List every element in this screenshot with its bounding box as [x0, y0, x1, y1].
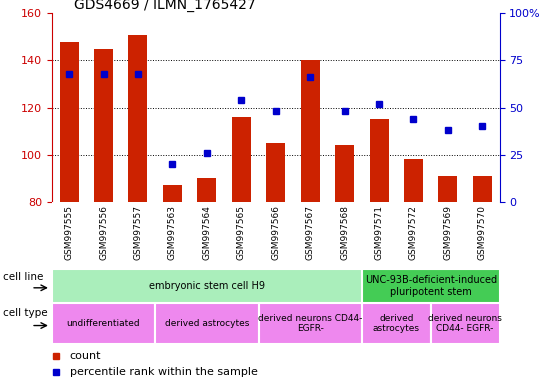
Text: percentile rank within the sample: percentile rank within the sample	[70, 367, 258, 377]
Text: GSM997563: GSM997563	[168, 205, 177, 260]
Text: embryonic stem cell H9: embryonic stem cell H9	[149, 281, 265, 291]
Text: GSM997566: GSM997566	[271, 205, 280, 260]
Bar	[60, 42, 79, 202]
Bar	[431, 303, 500, 344]
Bar	[128, 35, 147, 202]
Text: GSM997570: GSM997570	[478, 205, 487, 260]
Bar	[404, 159, 423, 202]
Text: undifferentiated: undifferentiated	[67, 319, 140, 328]
Text: GSM997572: GSM997572	[409, 205, 418, 260]
Text: UNC-93B-deficient-induced
pluripotent stem: UNC-93B-deficient-induced pluripotent st…	[365, 275, 497, 297]
Bar	[52, 269, 362, 303]
Bar	[362, 269, 500, 303]
Bar	[301, 61, 319, 202]
Text: GDS4669 / ILMN_1765427: GDS4669 / ILMN_1765427	[74, 0, 256, 12]
Bar	[370, 119, 389, 202]
Bar	[163, 185, 182, 202]
Bar	[258, 303, 362, 344]
Text: derived
astrocytes: derived astrocytes	[373, 314, 420, 333]
Text: cell type: cell type	[3, 308, 47, 318]
Text: GSM997555: GSM997555	[64, 205, 74, 260]
Text: GSM997557: GSM997557	[133, 205, 143, 260]
Bar	[52, 303, 155, 344]
Text: GSM997564: GSM997564	[203, 205, 211, 260]
Text: count: count	[70, 351, 101, 361]
Text: GSM997556: GSM997556	[99, 205, 108, 260]
Bar	[438, 176, 458, 202]
Bar	[94, 49, 113, 202]
Text: cell line: cell line	[3, 272, 43, 283]
Text: derived neurons
CD44- EGFR-: derived neurons CD44- EGFR-	[428, 314, 502, 333]
Bar	[266, 143, 285, 202]
Bar	[362, 303, 431, 344]
Text: GSM997568: GSM997568	[340, 205, 349, 260]
Text: GSM997569: GSM997569	[443, 205, 453, 260]
Bar	[198, 178, 216, 202]
Bar	[155, 303, 258, 344]
Text: GSM997567: GSM997567	[306, 205, 314, 260]
Text: derived neurons CD44-
EGFR-: derived neurons CD44- EGFR-	[258, 314, 363, 333]
Bar	[473, 176, 492, 202]
Text: GSM997565: GSM997565	[237, 205, 246, 260]
Bar	[335, 145, 354, 202]
Text: GSM997571: GSM997571	[375, 205, 383, 260]
Text: derived astrocytes: derived astrocytes	[165, 319, 249, 328]
Bar	[232, 117, 251, 202]
